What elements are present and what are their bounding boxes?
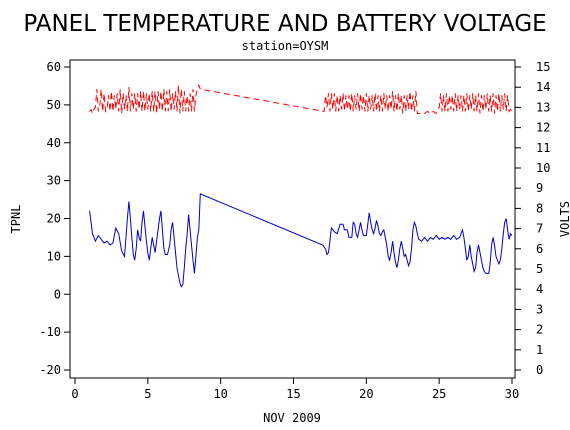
plot-frame bbox=[69, 59, 516, 379]
y-right-tick-label: 0 bbox=[536, 363, 543, 377]
y-right-tick-label: 13 bbox=[536, 100, 550, 114]
y-axis-left-label: TPNL bbox=[9, 205, 23, 234]
series-line-temperature bbox=[89, 193, 513, 288]
y-left-tick-label: 40 bbox=[47, 136, 61, 150]
y-right-tick-label: 1 bbox=[536, 343, 543, 357]
y-left-tick-label: 30 bbox=[47, 174, 61, 188]
y-right-tick-label: 3 bbox=[536, 302, 543, 316]
x-tick-label: 20 bbox=[359, 387, 373, 401]
x-tick-label: 25 bbox=[432, 387, 446, 401]
x-axis: 0 5 10 15 20 25 30 bbox=[71, 378, 519, 401]
y-left-tick-label: -10 bbox=[39, 325, 61, 339]
y-left-tick-label: 60 bbox=[47, 60, 61, 74]
x-tick-label: 30 bbox=[505, 387, 519, 401]
chart-subtitle: station=OYSM bbox=[242, 39, 329, 53]
chart-title: PANEL TEMPERATURE AND BATTERY VOLTAGE bbox=[23, 11, 546, 37]
y-right-tick-label: 11 bbox=[536, 141, 550, 155]
x-tick-label: 10 bbox=[213, 387, 227, 401]
y-right-tick-label: 10 bbox=[536, 161, 550, 175]
y-right-tick-label: 8 bbox=[536, 201, 543, 215]
y-right-tick-label: 5 bbox=[536, 262, 543, 276]
x-tick-label: 15 bbox=[286, 387, 300, 401]
x-tick-label: 5 bbox=[144, 387, 151, 401]
y-left-tick-label: -20 bbox=[39, 363, 61, 377]
x-axis-label: NOV 2009 bbox=[263, 411, 321, 425]
y-right-tick-label: 14 bbox=[536, 80, 550, 94]
y-axis-left: -20 -10 0 10 20 30 40 50 60 bbox=[39, 60, 70, 377]
y-right-tick-label: 7 bbox=[536, 222, 543, 236]
y-right-tick-label: 9 bbox=[536, 181, 543, 195]
y-right-tick-label: 4 bbox=[536, 282, 543, 296]
series-layer bbox=[89, 83, 513, 288]
y-left-tick-label: 20 bbox=[47, 212, 61, 226]
y-axis-right-label: VOLTS bbox=[558, 201, 570, 237]
series-line-voltage bbox=[89, 83, 513, 115]
y-left-tick-label: 0 bbox=[54, 287, 61, 301]
y-left-tick-label: 10 bbox=[47, 249, 61, 263]
x-tick-label: 0 bbox=[71, 387, 78, 401]
y-right-tick-label: 2 bbox=[536, 323, 543, 337]
y-right-tick-label: 15 bbox=[536, 60, 550, 74]
y-left-tick-label: 50 bbox=[47, 98, 61, 112]
y-right-tick-label: 6 bbox=[536, 242, 543, 256]
y-right-tick-label: 12 bbox=[536, 121, 550, 135]
